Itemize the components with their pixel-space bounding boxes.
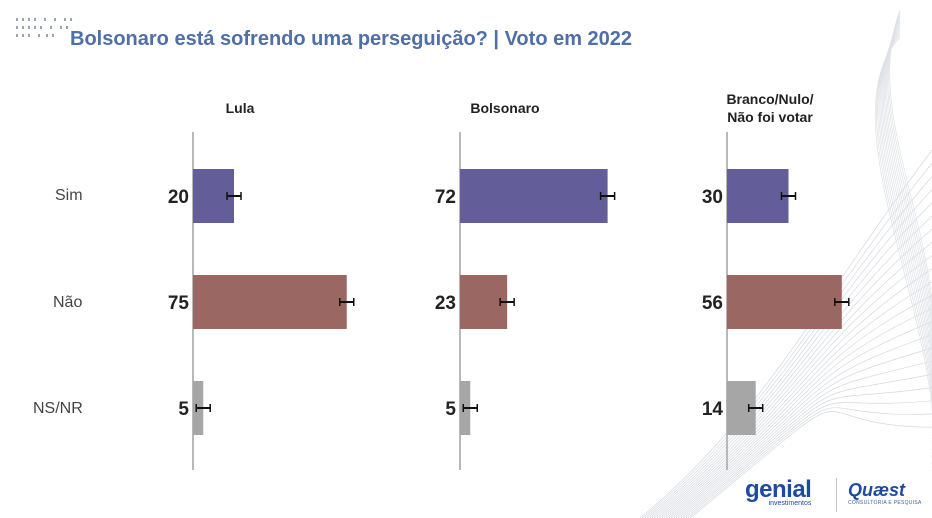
- decorative-wave-line: [675, 347, 932, 518]
- decorative-wave-line: [668, 308, 932, 518]
- decorative-wave-lines: [639, 9, 932, 518]
- panel-header-bolsonaro: Bolsonaro: [470, 100, 540, 116]
- decorative-wave-line: [678, 360, 932, 518]
- logo-divider: [836, 478, 837, 512]
- decorative-wave-line: [649, 202, 932, 518]
- value-label-lula-sim: 20: [168, 187, 189, 208]
- value-label-branco-sim: 30: [702, 187, 723, 208]
- decorative-wave-line: [880, 26, 932, 436]
- genial-logo: genial investimentos: [745, 476, 812, 508]
- category-label-nsnr: NS/NR: [33, 400, 83, 417]
- panel-header-branco-line1: Branco/Nulo/: [726, 91, 814, 107]
- decorative-wave-line: [888, 11, 932, 387]
- quaest-logo: Quæst CONSULTORIA E PESQUISA: [848, 480, 922, 506]
- decorative-wave-line: [651, 215, 932, 518]
- bar-branco-sim: [727, 169, 789, 223]
- bar-bolsonaro-nao: [460, 275, 508, 329]
- decorative-wave-line: [642, 162, 932, 518]
- corner-dots-logo: [16, 18, 72, 37]
- decorative-wave-line: [877, 32, 932, 457]
- decorative-wave-line: [885, 18, 932, 408]
- decorative-wave-line: [654, 228, 932, 518]
- decorative-wave-line: [884, 20, 932, 415]
- decorative-wave-line: [646, 189, 932, 518]
- decorative-wave-line: [881, 24, 932, 429]
- decorative-wave-line: [644, 176, 932, 518]
- decorative-wave-line: [656, 242, 932, 518]
- panel-header-branco-line2: Não foi votar: [727, 109, 813, 125]
- decorative-wave-line: [690, 411, 932, 518]
- category-label-sim: Sim: [55, 187, 83, 204]
- quaest-logo-name: Quæst: [848, 480, 906, 500]
- bar-branco-nao: [727, 275, 842, 329]
- decorative-wave-line: [876, 34, 932, 464]
- category-label-nao: Não: [53, 294, 83, 311]
- decorative-wave-line: [875, 37, 932, 471]
- chart-title: Bolsonaro está sofrendo uma perseguição?…: [70, 28, 633, 50]
- decorative-wave-line: [680, 374, 932, 518]
- genial-logo-name: genial: [745, 476, 812, 503]
- value-label-branco-nsnr: 14: [702, 399, 724, 420]
- value-label-bolsonaro-sim: 72: [435, 187, 456, 208]
- decorative-wave-line: [666, 294, 932, 518]
- decorative-wave-line: [886, 16, 932, 401]
- decorative-wave-line: [673, 334, 932, 518]
- panel-header-branco: Branco/Nulo/ Não foi votar: [705, 90, 835, 126]
- genial-logo-sub: investimentos: [768, 500, 812, 507]
- quaest-logo-sub: CONSULTORIA E PESQUISA: [848, 500, 922, 506]
- decorative-wave-line: [661, 268, 932, 518]
- decorative-wave-line: [663, 281, 932, 518]
- decorative-wave-line: [687, 407, 932, 518]
- decorative-wave-line: [882, 22, 932, 422]
- panel-header-lula: Lula: [225, 100, 255, 116]
- bar-lula-nao: [193, 275, 347, 329]
- value-label-branco-nao: 56: [702, 293, 723, 314]
- decorative-wave-line: [889, 9, 932, 380]
- decorative-wave-line: [670, 321, 932, 518]
- decorative-wave-line: [658, 255, 932, 518]
- bar-bolsonaro-sim: [460, 169, 608, 223]
- decorative-wave-line: [685, 400, 932, 518]
- decorative-wave-line: [682, 387, 932, 518]
- decorative-wave-line: [887, 14, 932, 394]
- value-label-lula-nao: 75: [168, 293, 190, 314]
- chart-marks: 20 75 5 72 23 5 30 56 14: [168, 132, 850, 470]
- value-label-bolsonaro-nao: 23: [435, 293, 456, 314]
- value-label-lula-nsnr: 5: [178, 399, 189, 420]
- value-label-bolsonaro-nsnr: 5: [445, 399, 456, 420]
